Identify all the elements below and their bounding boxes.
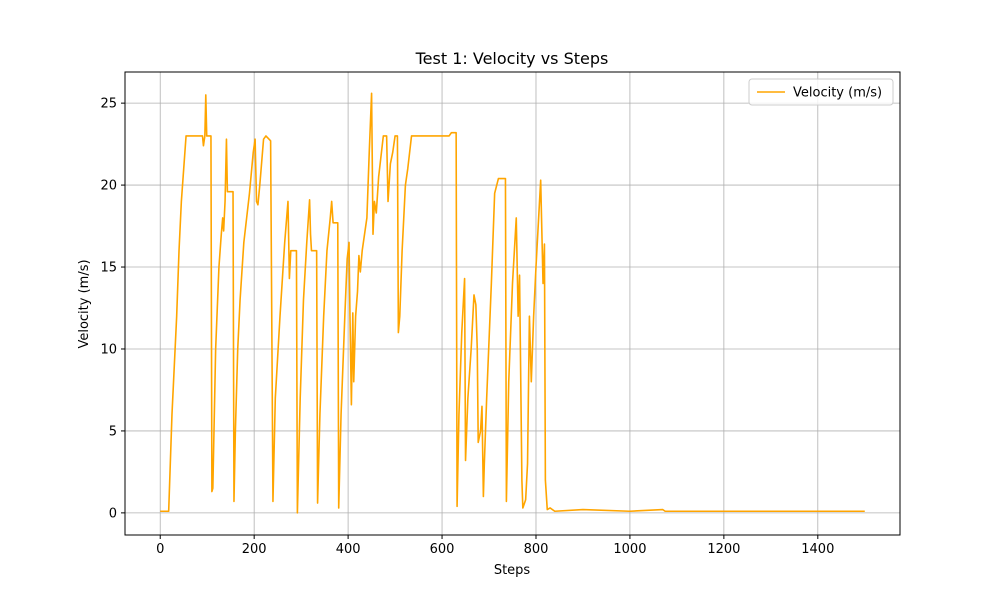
x-tick-label: 600 bbox=[430, 542, 455, 557]
data-line bbox=[160, 92, 865, 514]
y-tick-label: 15 bbox=[100, 261, 117, 276]
x-tick-label: 200 bbox=[242, 542, 267, 557]
chart-title: Test 1: Velocity vs Steps bbox=[415, 49, 609, 68]
y-tick-label: 10 bbox=[100, 342, 117, 357]
y-tick-label: 20 bbox=[100, 179, 117, 194]
x-tick-label: 400 bbox=[336, 542, 361, 557]
x-tick-label: 1200 bbox=[707, 542, 740, 557]
x-axis-label: Steps bbox=[494, 563, 531, 578]
y-axis-label: Velocity (m/s) bbox=[77, 259, 92, 348]
plot-frame bbox=[124, 71, 901, 536]
x-tick-label: 1400 bbox=[801, 542, 834, 557]
y-tick-label: 5 bbox=[109, 424, 117, 439]
legend-label: Velocity (m/s) bbox=[793, 86, 882, 101]
x-tick-label: 1000 bbox=[613, 542, 646, 557]
x-tick-label: 800 bbox=[524, 542, 549, 557]
legend-box bbox=[748, 78, 894, 106]
y-tick-label: 25 bbox=[100, 97, 117, 112]
x-tick-label: 0 bbox=[156, 542, 164, 557]
y-tick-label: 0 bbox=[109, 506, 117, 521]
